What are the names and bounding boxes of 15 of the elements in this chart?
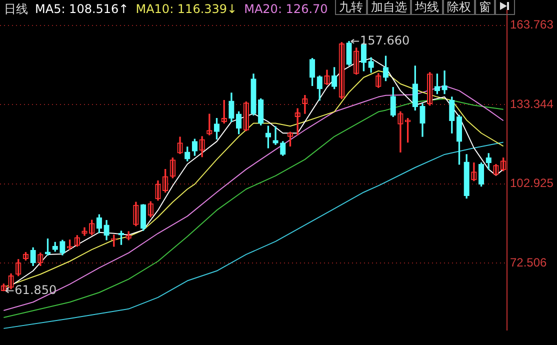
annotation: 九转 xyxy=(335,0,367,15)
annotation: 均线 xyxy=(411,0,443,15)
text: MA5: 108.516↑ xyxy=(35,2,129,16)
annotation: 除权 xyxy=(443,0,475,15)
y-tick-label: 72.506 xyxy=(510,255,548,270)
y-tick-label: 102.925 xyxy=(510,176,554,190)
chart-title: 日线 xyxy=(4,2,28,16)
text: MA10: 116.339↓ xyxy=(136,2,238,16)
annotation: 61.850 xyxy=(14,282,57,297)
text: MA20: 126.70 xyxy=(244,2,328,16)
y-tick-label: 133.344 xyxy=(510,96,554,111)
y-tick-label: 163.763 xyxy=(510,18,554,32)
annotation: 窗 xyxy=(475,0,495,15)
annotation: 157.660 xyxy=(360,33,410,48)
annotation: 加自选 xyxy=(367,0,411,15)
